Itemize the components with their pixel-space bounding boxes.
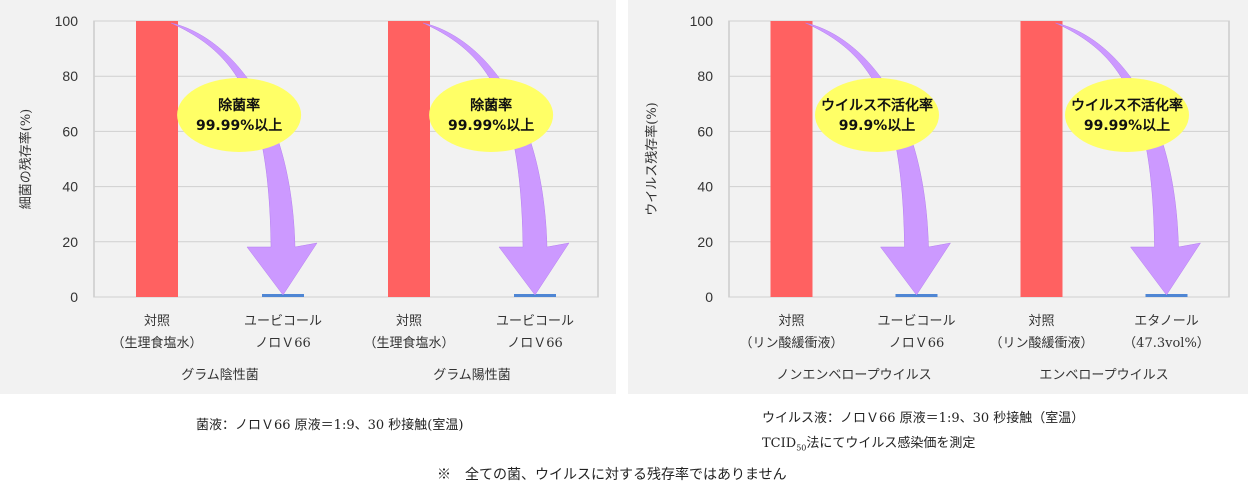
chart-panel-virus: 0 20 40 60 80 100 ウイルス残存率(%) 対照 （リン酸緩衝液） ユービコール ノロ… xyxy=(628,0,1248,394)
bar xyxy=(770,21,813,297)
x-category-sublabel: （生理食塩水） xyxy=(111,335,202,351)
y-axis-label: ウイルス残存率(%) xyxy=(644,102,660,216)
reduction-callout xyxy=(1065,78,1189,152)
callout-title: ウイルス不活化率 xyxy=(1071,97,1183,114)
reduction-callout xyxy=(429,78,554,152)
group-label: グラム陽性菌 xyxy=(433,368,511,383)
x-category-sublabel: （リン酸緩衝液） xyxy=(989,336,1093,351)
x-category-sublabel: ノロＶ66 xyxy=(507,336,563,351)
x-category-sublabel: ノロＶ66 xyxy=(255,336,311,351)
x-category-sublabel: （生理食塩水） xyxy=(363,335,454,351)
callout-title: 除菌率 xyxy=(470,97,512,114)
y-tick-label: 40 xyxy=(62,179,78,195)
x-category-label: ユービコール xyxy=(244,314,322,329)
x-category-sublabel: （47.3vol%） xyxy=(1123,336,1210,351)
reduction-callout xyxy=(177,78,302,152)
bacteria-residual-chart: 020406080100細菌の残存率(%)対照（生理食塩水）ユービコールノロＶ6… xyxy=(18,13,599,383)
x-category-label: 対照 xyxy=(144,314,170,329)
bar xyxy=(1145,294,1188,297)
downward-arrow xyxy=(422,22,570,296)
tcid-method-text: 法にてウイルス感染価を測定 xyxy=(806,436,976,451)
tcid-label: TCID xyxy=(762,436,797,451)
bar xyxy=(136,21,178,297)
tcid-subscript: 50 xyxy=(796,443,807,453)
x-category-label: エタノール xyxy=(1134,314,1199,329)
y-tick-label: 20 xyxy=(62,234,78,250)
tcid-method-note: TCID50法にてウイルス感染価を測定 xyxy=(762,432,975,453)
x-category-sublabel: （リン酸緩衝液） xyxy=(739,336,843,351)
y-tick-label: 60 xyxy=(62,123,78,139)
bacteria-test-note: 菌液：ノロＶ66 原液＝1:9、30 秒接触(室温) xyxy=(196,418,464,433)
y-tick-label: 40 xyxy=(697,179,713,195)
virus-test-note: ウイルス液：ノロＶ66 原液＝1:9、30 秒接触（室温） xyxy=(762,411,1085,426)
callout-value: 99.9%以上 xyxy=(839,118,916,134)
chart-panel-bacteria: 0 20 40 60 80 100 細菌の残存率(%) 対照 （生理食塩水） ユービコール ノロＶ6… xyxy=(0,0,616,394)
callout-value: 99.99%以上 xyxy=(448,118,534,134)
bar xyxy=(895,294,938,297)
y-tick-label: 0 xyxy=(70,289,78,305)
bar xyxy=(1020,21,1063,297)
y-axis-label: 細菌の残存率(%) xyxy=(18,109,34,210)
x-category-label: 対照 xyxy=(396,314,422,329)
y-tick-label: 60 xyxy=(697,123,713,139)
group-label: エンベロープウイルス xyxy=(1039,368,1168,383)
virus-residual-chart: 0 20 40 60 80 100 ウイルス残存率(%) 対照 （リン酸緩衝液） ユービコールノロ… xyxy=(644,13,1230,383)
downward-arrow xyxy=(805,22,952,296)
x-category-label: 対照 xyxy=(1028,314,1054,329)
y-tick-label: 80 xyxy=(697,68,713,84)
reduction-callout xyxy=(815,78,939,152)
callout-title: ウイルス不活化率 xyxy=(821,97,933,114)
y-tick-label: 20 xyxy=(697,234,713,250)
y-tick-label: 100 xyxy=(55,13,79,29)
disclaimer-footer: ※ 全ての菌、ウイルスに対する残存率ではありません xyxy=(437,467,787,483)
callout-value: 99.99%以上 xyxy=(1084,118,1170,134)
downward-arrow xyxy=(170,22,318,296)
y-tick-label: 80 xyxy=(62,68,78,84)
downward-arrow xyxy=(1055,22,1202,296)
bar xyxy=(388,21,430,297)
x-category-label: ユービコール xyxy=(877,314,955,329)
group-label: ノンエンベロープウイルス xyxy=(776,368,931,383)
bar xyxy=(514,294,556,297)
y-tick-label: 0 xyxy=(705,289,713,305)
group-label: グラム陰性菌 xyxy=(181,368,259,383)
callout-title: 除菌率 xyxy=(218,97,260,114)
x-category-sublabel: ノロＶ66 xyxy=(889,336,945,351)
x-category-label: ユービコール xyxy=(496,314,574,329)
x-category-label: 対照 xyxy=(778,314,804,329)
callout-value: 99.99%以上 xyxy=(196,118,282,134)
bar xyxy=(262,294,304,297)
y-tick-label: 100 xyxy=(690,13,714,29)
